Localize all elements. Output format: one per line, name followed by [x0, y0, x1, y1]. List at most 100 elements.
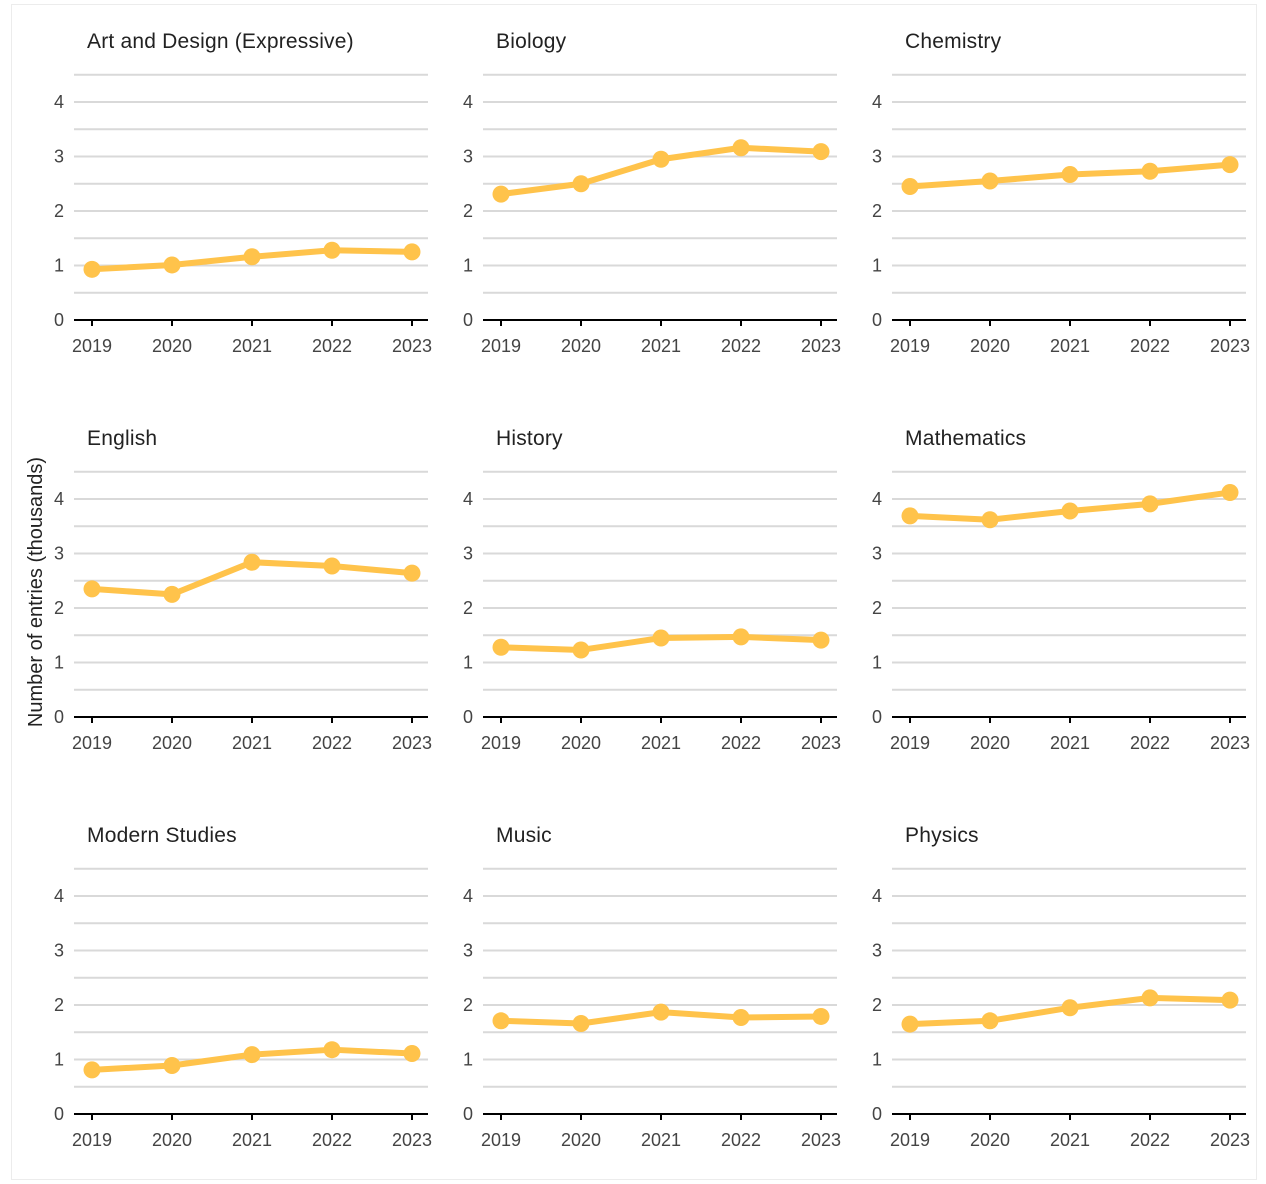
- x-tick-label: 2022: [312, 1130, 352, 1150]
- panel-art-and-design-expressive: Art and Design (Expressive) 0 1 2 3 4 2019 2020…: [54, 30, 432, 356]
- x-tick-label: 2021: [232, 1130, 272, 1150]
- panel-modern-studies: Modern Studies 0 1 2 3 4 2019 2020 2021 2022 2023: [54, 824, 432, 1150]
- y-tick-label: 1: [872, 1050, 882, 1070]
- x-tick-label: 2023: [801, 1130, 841, 1150]
- y-tick-label: 2: [54, 201, 64, 221]
- x-tick-label: 2021: [1050, 336, 1090, 356]
- x-tick-label: 2022: [721, 1130, 761, 1150]
- x-tick-label: 2023: [1210, 336, 1250, 356]
- y-tick-label: 2: [463, 598, 473, 618]
- x-tick-label: 2020: [152, 336, 192, 356]
- y-tick-label: 4: [463, 92, 473, 112]
- x-tick-label: 2020: [970, 1130, 1010, 1150]
- y-tick-label: 1: [54, 256, 64, 276]
- data-point: [652, 1003, 670, 1021]
- y-tick-label: 3: [872, 941, 882, 961]
- x-tick-label: 2019: [890, 733, 930, 753]
- x-tick-label: 2023: [801, 336, 841, 356]
- y-tick-label: 4: [463, 886, 473, 906]
- data-point: [492, 638, 510, 656]
- x-tick-label: 2021: [232, 733, 272, 753]
- y-tick-label: 4: [872, 92, 882, 112]
- x-tick-label: 2022: [721, 336, 761, 356]
- data-point: [981, 511, 999, 529]
- y-tick-label: 1: [463, 256, 473, 276]
- panel-title: Music: [496, 824, 552, 847]
- data-point: [981, 1012, 999, 1030]
- data-point: [323, 241, 341, 259]
- y-tick-label: 0: [54, 310, 64, 330]
- data-point: [492, 185, 510, 203]
- x-tick-label: 2023: [1210, 1130, 1250, 1150]
- y-axis-label: Number of entries (thousands): [25, 457, 47, 727]
- x-tick-label: 2023: [1210, 733, 1250, 753]
- panel-title: English: [87, 427, 157, 450]
- y-tick-label: 2: [463, 995, 473, 1015]
- y-tick-label: 3: [54, 941, 64, 961]
- panel-mathematics: Mathematics 0 1 2 3 4 2019 2020 2021 2022 2023: [872, 427, 1250, 753]
- data-point: [812, 631, 830, 649]
- y-tick-label: 3: [872, 147, 882, 167]
- panel-music: Music 0 1 2 3 4 2019 2020 2021 2022 2023: [463, 824, 841, 1150]
- panel-title: History: [496, 427, 563, 450]
- x-tick-label: 2022: [721, 733, 761, 753]
- x-tick-label: 2023: [392, 1130, 432, 1150]
- data-point: [163, 1056, 181, 1074]
- x-tick-label: 2019: [481, 1130, 521, 1150]
- x-tick-label: 2019: [890, 336, 930, 356]
- y-tick-label: 2: [463, 201, 473, 221]
- data-point: [1221, 156, 1239, 174]
- x-tick-label: 2020: [152, 733, 192, 753]
- x-tick-label: 2023: [801, 733, 841, 753]
- y-tick-label: 3: [463, 941, 473, 961]
- x-tick-label: 2021: [232, 336, 272, 356]
- y-tick-label: 3: [54, 544, 64, 564]
- x-tick-label: 2019: [890, 1130, 930, 1150]
- data-point: [812, 143, 830, 161]
- y-tick-label: 3: [463, 147, 473, 167]
- x-tick-label: 2020: [561, 336, 601, 356]
- data-point: [163, 585, 181, 603]
- data-point: [901, 177, 919, 195]
- data-point: [1061, 999, 1079, 1017]
- y-tick-label: 4: [54, 92, 64, 112]
- x-tick-label: 2020: [561, 733, 601, 753]
- y-tick-label: 1: [463, 653, 473, 673]
- y-tick-label: 4: [872, 886, 882, 906]
- x-tick-label: 2022: [1130, 733, 1170, 753]
- data-point: [243, 553, 261, 571]
- x-tick-label: 2020: [970, 336, 1010, 356]
- y-tick-label: 2: [54, 995, 64, 1015]
- data-point: [1221, 483, 1239, 501]
- x-tick-label: 2020: [970, 733, 1010, 753]
- panel-title: Physics: [905, 824, 979, 847]
- data-point: [652, 629, 670, 647]
- data-point: [1061, 165, 1079, 183]
- y-tick-label: 0: [872, 310, 882, 330]
- y-tick-label: 4: [463, 489, 473, 509]
- data-point: [732, 1009, 750, 1027]
- data-point: [1141, 495, 1159, 513]
- data-point: [83, 1061, 101, 1079]
- panel-title: Mathematics: [905, 427, 1026, 450]
- data-point: [243, 248, 261, 266]
- panel-title: Chemistry: [905, 30, 1002, 53]
- x-tick-label: 2020: [152, 1130, 192, 1150]
- y-tick-label: 2: [54, 598, 64, 618]
- y-tick-label: 1: [54, 1050, 64, 1070]
- y-tick-label: 0: [872, 707, 882, 727]
- panel-title: Biology: [496, 30, 567, 53]
- x-tick-label: 2019: [72, 1130, 112, 1150]
- data-point: [901, 507, 919, 525]
- y-tick-label: 0: [463, 310, 473, 330]
- y-tick-label: 2: [872, 201, 882, 221]
- panel-physics: Physics 0 1 2 3 4 2019 2020 2021 2022 2023: [872, 824, 1250, 1150]
- data-point: [732, 139, 750, 157]
- x-tick-label: 2023: [392, 336, 432, 356]
- panel-history: History 0 1 2 3 4 2019 2020 2021 2022 2023: [463, 427, 841, 753]
- y-tick-label: 3: [872, 544, 882, 564]
- x-tick-label: 2021: [641, 336, 681, 356]
- data-point: [1221, 991, 1239, 1009]
- panel-title: Modern Studies: [87, 824, 237, 847]
